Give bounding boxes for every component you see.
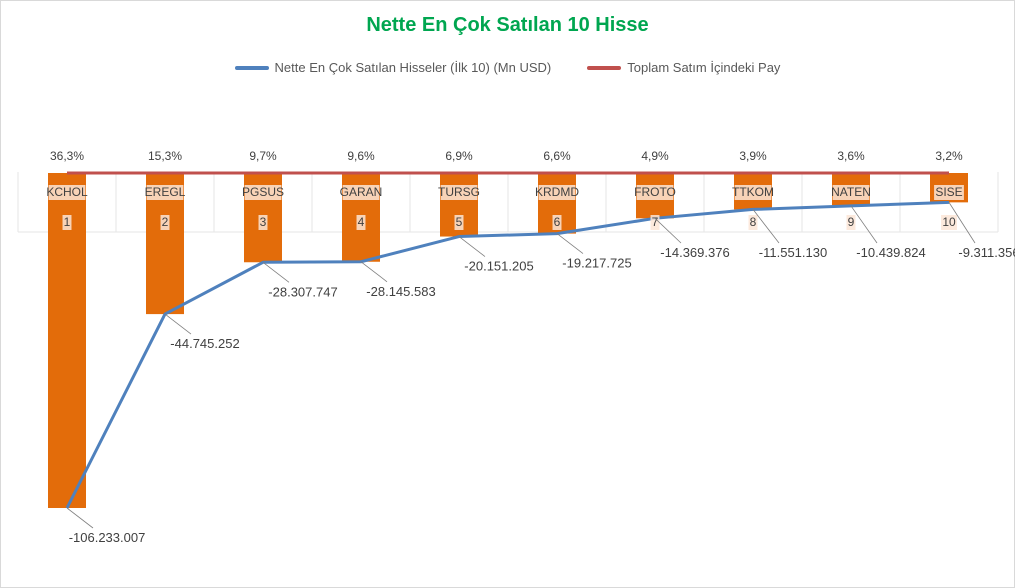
value-label: -20.151.205 bbox=[464, 259, 533, 274]
leader-line bbox=[164, 313, 192, 335]
share-label: 3,9% bbox=[739, 149, 767, 163]
rank-label: 1 bbox=[64, 215, 71, 229]
legend-swatch-line-series bbox=[234, 65, 269, 70]
chart-title: Nette En Çok Satılan 10 Hisse bbox=[366, 14, 649, 36]
rank-label-bg bbox=[356, 215, 366, 230]
value-label: -19.217.725 bbox=[562, 256, 631, 271]
rank-label: 5 bbox=[456, 215, 463, 229]
rank-label-bg bbox=[258, 215, 268, 230]
legend-item-share-series: Toplam Satım İçindeki Pay bbox=[587, 60, 780, 75]
legend-item-line-series: Nette En Çok Satılan Hisseler (İlk 10) (… bbox=[234, 60, 552, 75]
value-label: -10.439.824 bbox=[856, 245, 925, 260]
rank-label-bg bbox=[62, 215, 72, 230]
rank-label-bg bbox=[941, 215, 957, 230]
value-label: -11.551.130 bbox=[759, 245, 827, 260]
value-label: -14.369.376 bbox=[660, 245, 729, 260]
leader-line bbox=[66, 507, 94, 529]
legend-label-share-series: Toplam Satım İçindeki Pay bbox=[627, 60, 781, 75]
rank-label-bg bbox=[650, 215, 660, 230]
category-label-bg bbox=[734, 185, 772, 200]
share-label: 3,2% bbox=[935, 149, 963, 163]
rank-label-bg bbox=[552, 215, 562, 230]
category-label: KRDMD bbox=[535, 185, 579, 199]
leader-line bbox=[948, 202, 976, 244]
leader-line bbox=[262, 261, 290, 283]
rank-label: 6 bbox=[554, 215, 561, 229]
rank-label: 3 bbox=[260, 215, 267, 229]
leader-line bbox=[752, 209, 780, 244]
legend-swatch-share-series bbox=[587, 65, 622, 70]
rank-label: 7 bbox=[652, 215, 659, 229]
category-label-bg bbox=[538, 185, 576, 200]
value-label: -106.233.007 bbox=[69, 530, 146, 545]
share-label: 15,3% bbox=[148, 149, 182, 163]
category-label: GARAN bbox=[340, 185, 383, 199]
category-label-bg bbox=[146, 185, 184, 200]
rank-label: 8 bbox=[750, 215, 757, 229]
category-label-bg bbox=[934, 185, 964, 200]
category-label: NATEN bbox=[831, 185, 871, 199]
value-label: -28.307.747 bbox=[268, 284, 337, 299]
category-label-bg bbox=[244, 185, 282, 200]
category-label: SISE bbox=[935, 185, 962, 199]
share-label: 4,9% bbox=[641, 149, 669, 163]
rank-label: 2 bbox=[162, 215, 169, 229]
category-label: PGSUS bbox=[242, 185, 284, 199]
value-line bbox=[65, 200, 950, 509]
category-label: KCHOL bbox=[46, 185, 88, 199]
rank-label: 9 bbox=[848, 215, 855, 229]
share-label: 9,7% bbox=[249, 149, 277, 163]
leader-line bbox=[360, 261, 388, 283]
legend-label-line-series: Nette En Çok Satılan Hisseler (İlk 10) (… bbox=[274, 60, 552, 75]
rank-label-bg bbox=[846, 215, 856, 230]
value-label: -9.311.356 bbox=[958, 245, 1015, 260]
category-label-bg bbox=[342, 185, 380, 200]
leader-line bbox=[458, 236, 486, 257]
share-label: 6,6% bbox=[543, 149, 571, 163]
leader-line bbox=[654, 218, 682, 244]
category-label-bg bbox=[440, 185, 478, 200]
category-label-bg bbox=[48, 185, 86, 200]
value-label: -44.745.252 bbox=[170, 336, 239, 351]
chart-legend: Nette En Çok Satılan Hisseler (İlk 10) (… bbox=[0, 60, 1015, 75]
leader-line bbox=[850, 205, 878, 244]
rank-label: 10 bbox=[942, 215, 956, 229]
category-label-bg bbox=[636, 185, 674, 200]
share-label: 6,9% bbox=[445, 149, 473, 163]
category-label: EREGL bbox=[145, 185, 186, 199]
rank-label-bg bbox=[454, 215, 464, 230]
leader-line bbox=[556, 233, 584, 254]
share-label: 9,6% bbox=[347, 149, 375, 163]
category-label-bg bbox=[832, 185, 870, 200]
share-label: 36,3% bbox=[50, 149, 84, 163]
category-label: TURSG bbox=[438, 185, 480, 199]
category-label: TTKOM bbox=[732, 185, 774, 199]
share-label: 3,6% bbox=[837, 149, 865, 163]
value-label: -28.145.583 bbox=[366, 284, 435, 299]
category-label: FROTO bbox=[634, 185, 676, 199]
rank-label-bg bbox=[748, 215, 758, 230]
rank-label-bg bbox=[160, 215, 170, 230]
rank-label: 4 bbox=[358, 215, 365, 229]
